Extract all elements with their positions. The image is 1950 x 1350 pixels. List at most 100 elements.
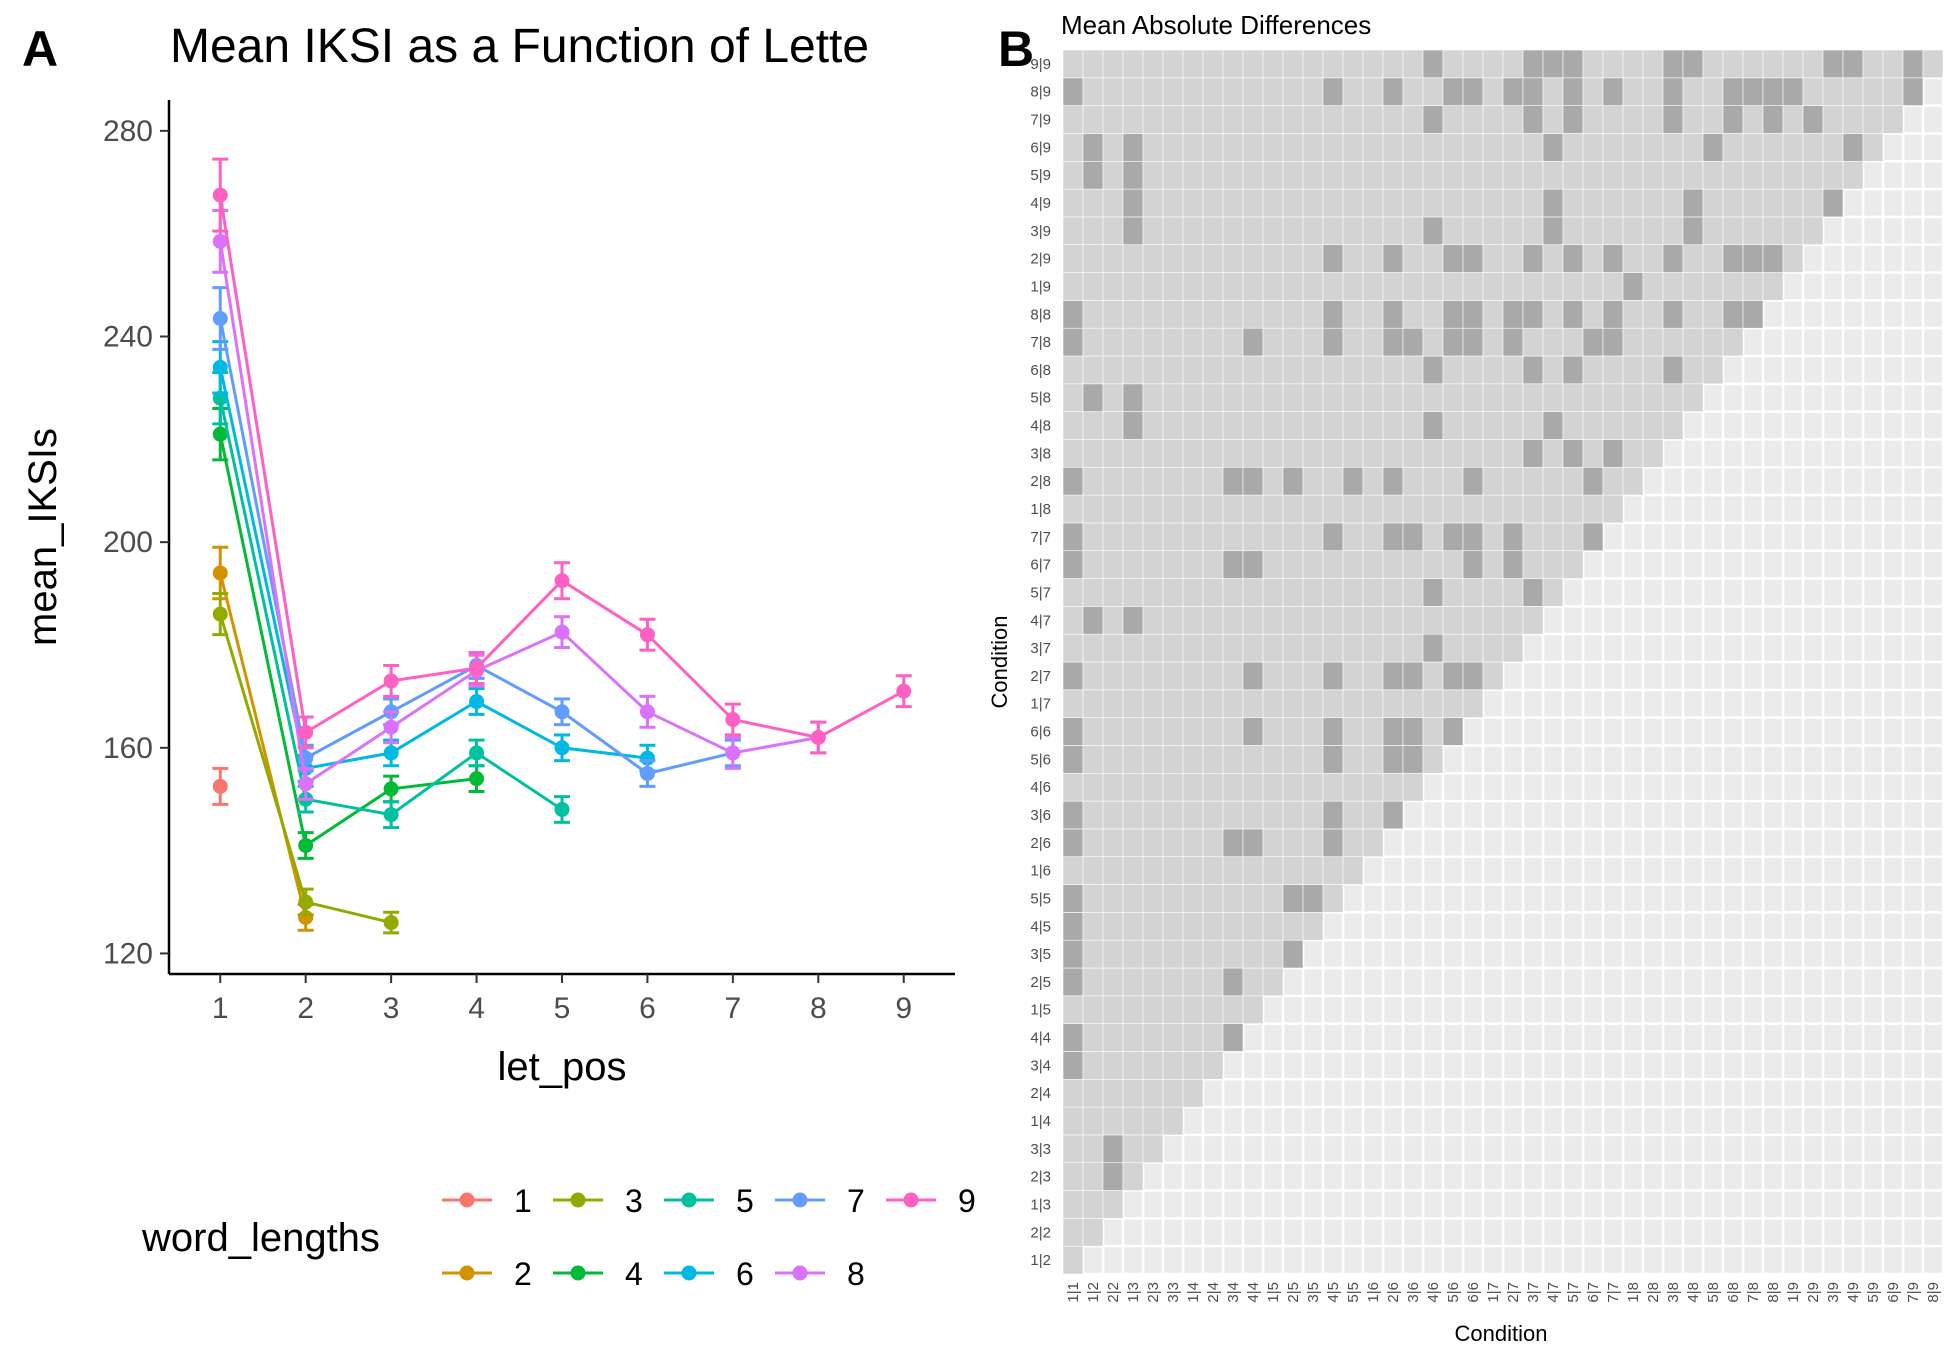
- heatmap-cell: [1482, 383, 1504, 412]
- heatmap-cell: [1522, 244, 1544, 273]
- heatmap-cell: [1062, 884, 1084, 913]
- heatmap-cell: [1262, 939, 1284, 969]
- heatmap-cell: [1222, 717, 1244, 746]
- heatmap-cell: [1162, 800, 1184, 830]
- heatmap-cell: [1562, 550, 1584, 579]
- heatmap-cell: [1142, 105, 1164, 134]
- heatmap-cell: [1222, 912, 1244, 941]
- heatmap-cell: [1082, 967, 1104, 997]
- heatmap-cell: [1202, 578, 1224, 607]
- heatmap-cell: [1562, 133, 1584, 162]
- heatmap-cell: [1442, 216, 1464, 246]
- heatmap-cell: [1242, 550, 1264, 579]
- heatmap-cell: [1082, 216, 1104, 246]
- heatmap-cell: [1202, 216, 1224, 246]
- heatmap-cell: [1062, 772, 1084, 802]
- y-axis-title: mean_IKSIs: [21, 428, 65, 646]
- heatmap-cell: [1562, 300, 1584, 329]
- heatmap-cell: [1062, 1106, 1084, 1136]
- heatmap-cell: [1122, 300, 1144, 329]
- heatmap-cell: [1822, 160, 1844, 190]
- heatmap-cell: [1182, 939, 1204, 969]
- heatmap-cell: [1102, 439, 1124, 468]
- heatmap-cell: [1302, 800, 1324, 830]
- heatmap-cell: [1122, 77, 1144, 106]
- heatmap-cell: [1102, 745, 1124, 774]
- heatmap-cell: [1122, 828, 1144, 858]
- heatmap-cell: [1542, 355, 1564, 385]
- heatmap-cell: [1642, 77, 1664, 106]
- heatmap-cell: [1662, 272, 1684, 301]
- heatmap-cell: [1062, 995, 1084, 1024]
- heatmap-cell: [1082, 606, 1104, 635]
- heatmap-cell: [1182, 1078, 1204, 1108]
- heatmap-y-tick-label: 3|8: [1030, 445, 1051, 462]
- heatmap-cell: [1502, 188, 1524, 218]
- heatmap-cell: [1722, 133, 1744, 162]
- heatmap-y-tick-label: 3|7: [1030, 640, 1051, 657]
- heatmap-cell: [1582, 105, 1604, 134]
- heatmap-cell: [1062, 439, 1084, 468]
- heatmap-cell: [1242, 466, 1264, 496]
- heatmap-x-tick-label: 1|8: [1625, 1282, 1642, 1303]
- heatmap-cell: [1682, 49, 1704, 79]
- data-point: [554, 740, 570, 756]
- heatmap-cell: [1622, 300, 1644, 329]
- heatmap-cell: [1082, 689, 1104, 718]
- heatmap-cell: [1282, 912, 1304, 941]
- heatmap-cell: [1562, 411, 1584, 440]
- heatmap-cell: [1442, 606, 1464, 635]
- heatmap-cell: [1202, 689, 1224, 718]
- heatmap-cell: [1062, 856, 1084, 885]
- heatmap-cell: [1162, 1051, 1184, 1080]
- heatmap-cell: [1342, 272, 1364, 301]
- heatmap-cell: [1122, 49, 1144, 79]
- heatmap-cell: [1262, 717, 1284, 746]
- heatmap-cell: [1322, 188, 1344, 218]
- heatmap-x-tick-label: 3|3: [1165, 1282, 1182, 1303]
- heatmap-cell: [1142, 912, 1164, 941]
- heatmap-x-tick-label: 2|8: [1645, 1282, 1662, 1303]
- heatmap-y-tick-label: 4|5: [1030, 918, 1051, 935]
- heatmap-cell: [1502, 466, 1524, 496]
- heatmap-cell: [1602, 494, 1624, 524]
- heatmap-cell: [1062, 661, 1084, 691]
- heatmap-cell: [1082, 912, 1104, 941]
- heatmap-cell: [1142, 550, 1164, 579]
- heatmap-cell: [1322, 300, 1344, 329]
- heatmap-cell: [1622, 383, 1644, 412]
- heatmap-cell: [1502, 550, 1524, 579]
- heatmap-cell: [1262, 912, 1284, 941]
- heatmap-cell: [1542, 439, 1564, 468]
- heatmap-cell: [1402, 439, 1424, 468]
- heatmap-cell: [1222, 383, 1244, 412]
- heatmap-cell: [1342, 188, 1364, 218]
- heatmap-cell: [1562, 355, 1584, 385]
- heatmap-cell: [1402, 133, 1424, 162]
- heatmap-y-tick-label: 1|6: [1030, 863, 1051, 880]
- heatmap-cell: [1502, 327, 1524, 357]
- heatmap-cell: [1242, 105, 1264, 134]
- heatmap-cell: [1142, 355, 1164, 385]
- heatmap-cell: [1142, 939, 1164, 969]
- heatmap-cell: [1582, 355, 1604, 385]
- heatmap-cell: [1542, 244, 1564, 273]
- heatmap-cell: [1062, 49, 1084, 79]
- heatmap-cell: [1362, 272, 1384, 301]
- legend-item-6: 6: [664, 1256, 754, 1292]
- heatmap-cell: [1362, 689, 1384, 718]
- heatmap-cell: [1502, 133, 1524, 162]
- heatmap-cell: [1122, 188, 1144, 218]
- heatmap-cell: [1462, 383, 1484, 412]
- heatmap-cell: [1082, 188, 1104, 218]
- heatmap-cell: [1082, 1051, 1104, 1080]
- heatmap-cell: [1362, 133, 1384, 162]
- heatmap-y-tick-label: 1|3: [1030, 1196, 1051, 1213]
- heatmap-cell: [1682, 272, 1704, 301]
- heatmap-cell: [1302, 300, 1324, 329]
- heatmap-cell: [1202, 133, 1224, 162]
- heatmap-cell: [1142, 160, 1164, 190]
- heatmap-cell: [1382, 550, 1404, 579]
- heatmap-cell: [1822, 133, 1844, 162]
- heatmap-cell: [1362, 550, 1384, 579]
